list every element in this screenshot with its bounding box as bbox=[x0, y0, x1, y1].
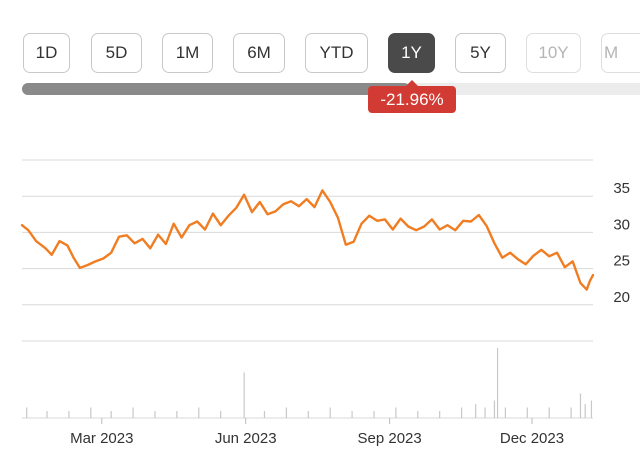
volume-bar-12 bbox=[285, 407, 287, 418]
volume-bar-13 bbox=[307, 411, 309, 418]
range-button-1y[interactable]: 1Y bbox=[388, 33, 435, 73]
volume-bar-14 bbox=[329, 407, 331, 418]
volume-bar-29 bbox=[579, 393, 582, 418]
volume-bar-23 bbox=[493, 400, 496, 418]
range-button-1d[interactable]: 1D bbox=[23, 33, 70, 73]
y-tick-label-30: 30 bbox=[613, 216, 630, 233]
volume-bars bbox=[26, 348, 593, 418]
range-button-10y[interactable]: 10Y bbox=[526, 33, 581, 73]
volume-bar-3 bbox=[90, 407, 92, 418]
volume-bar-21 bbox=[475, 404, 477, 418]
volume-bar-18 bbox=[417, 411, 419, 418]
range-button-ytd[interactable]: YTD bbox=[305, 33, 368, 73]
volume-bar-11 bbox=[263, 411, 266, 418]
volume-bar-0 bbox=[26, 407, 28, 418]
range-button-max[interactable]: M bbox=[601, 33, 640, 73]
y-axis-labels: 20 25 30 35 bbox=[613, 180, 630, 306]
x-tick-label-1: Jun 2023 bbox=[215, 430, 277, 447]
volume-bar-22 bbox=[484, 407, 486, 418]
range-selector: 1D 5D 1M 6M YTD 1Y 5Y 10Y M bbox=[0, 0, 640, 84]
price-line bbox=[20, 189, 595, 291]
y-tick-label-35: 35 bbox=[613, 180, 630, 197]
volume-bar-19 bbox=[439, 411, 441, 418]
volume-bar-6 bbox=[154, 411, 156, 418]
price-series-line-0 bbox=[20, 189, 595, 291]
volume-bar-5 bbox=[132, 407, 134, 418]
volume-bar-15 bbox=[351, 411, 353, 418]
volume-bar-27 bbox=[548, 407, 550, 418]
range-button-1m[interactable]: 1M bbox=[162, 33, 213, 73]
change-badge: -21.96% bbox=[368, 80, 456, 113]
volume-bar-25 bbox=[504, 407, 506, 418]
volume-bar-7 bbox=[176, 411, 178, 418]
y-tick-label-25: 25 bbox=[613, 253, 630, 270]
volume-bar-2 bbox=[68, 411, 70, 418]
volume-bar-24 bbox=[496, 348, 499, 418]
y-tick-label-20: 20 bbox=[613, 289, 630, 306]
volume-bar-8 bbox=[198, 407, 200, 418]
x-axis-labels: Mar 2023 Jun 2023 Sep 2023 Dec 2023 bbox=[70, 418, 564, 447]
x-tick-label-0: Mar 2023 bbox=[70, 430, 133, 447]
volume-bar-28 bbox=[570, 407, 572, 418]
volume-bar-26 bbox=[526, 407, 528, 418]
volume-bar-1 bbox=[46, 411, 48, 418]
range-slider-fill[interactable] bbox=[22, 83, 410, 95]
x-tick-label-2: Sep 2023 bbox=[358, 430, 422, 447]
volume-bar-20 bbox=[460, 407, 463, 418]
volume-bar-4 bbox=[110, 411, 112, 418]
volume-bar-9 bbox=[220, 411, 222, 418]
volume-bar-10 bbox=[243, 372, 245, 418]
volume-bar-31 bbox=[590, 400, 593, 418]
volume-bar-30 bbox=[584, 404, 586, 418]
range-button-5d[interactable]: 5D bbox=[91, 33, 142, 73]
volume-bar-16 bbox=[373, 411, 375, 418]
x-tick-label-3: Dec 2023 bbox=[500, 430, 564, 447]
range-button-6m[interactable]: 6M bbox=[233, 33, 285, 73]
range-button-5y[interactable]: 5Y bbox=[455, 33, 506, 73]
volume-bar-17 bbox=[395, 407, 397, 418]
